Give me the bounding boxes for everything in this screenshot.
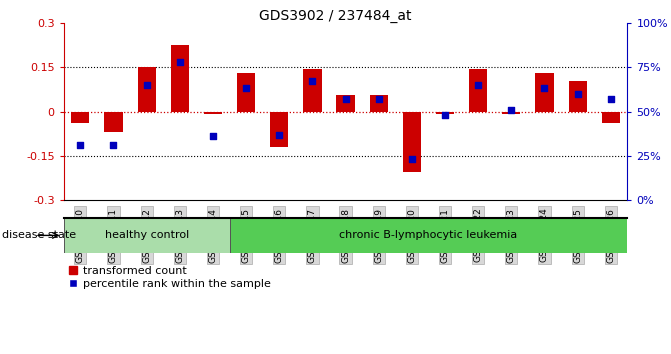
Point: [407, 156, 417, 162]
Point: [241, 86, 252, 91]
Point: [539, 86, 550, 91]
Bar: [64, 218, 229, 253]
Bar: [270, 112, 289, 147]
Point: [506, 107, 517, 113]
Point: [473, 82, 484, 88]
Point: [174, 59, 185, 65]
Bar: [170, 45, 189, 112]
Bar: [436, 112, 454, 114]
Legend: transformed count, percentile rank within the sample: transformed count, percentile rank withi…: [69, 266, 270, 289]
Bar: [370, 95, 388, 112]
Bar: [303, 69, 321, 112]
Point: [373, 96, 384, 102]
Bar: [237, 73, 255, 112]
Point: [340, 96, 351, 102]
Bar: [502, 112, 521, 114]
Point: [605, 96, 616, 102]
Bar: [535, 73, 554, 112]
Bar: [403, 112, 421, 172]
Bar: [71, 112, 89, 123]
Bar: [138, 67, 156, 112]
Point: [75, 142, 86, 148]
Point: [207, 133, 218, 139]
Point: [108, 142, 119, 148]
Point: [307, 79, 318, 84]
Bar: [568, 80, 586, 112]
Text: chronic B-lymphocytic leukemia: chronic B-lymphocytic leukemia: [340, 230, 517, 240]
Point: [440, 112, 450, 118]
Point: [142, 82, 152, 88]
Text: GDS3902 / 237484_at: GDS3902 / 237484_at: [259, 9, 412, 23]
Bar: [204, 112, 222, 114]
Bar: [602, 112, 620, 123]
Point: [572, 91, 583, 97]
Bar: [336, 95, 355, 112]
Bar: [105, 112, 123, 132]
Text: healthy control: healthy control: [105, 230, 189, 240]
Bar: [229, 218, 627, 253]
Point: [274, 132, 285, 137]
Text: disease state: disease state: [2, 230, 76, 240]
Bar: [469, 69, 487, 112]
